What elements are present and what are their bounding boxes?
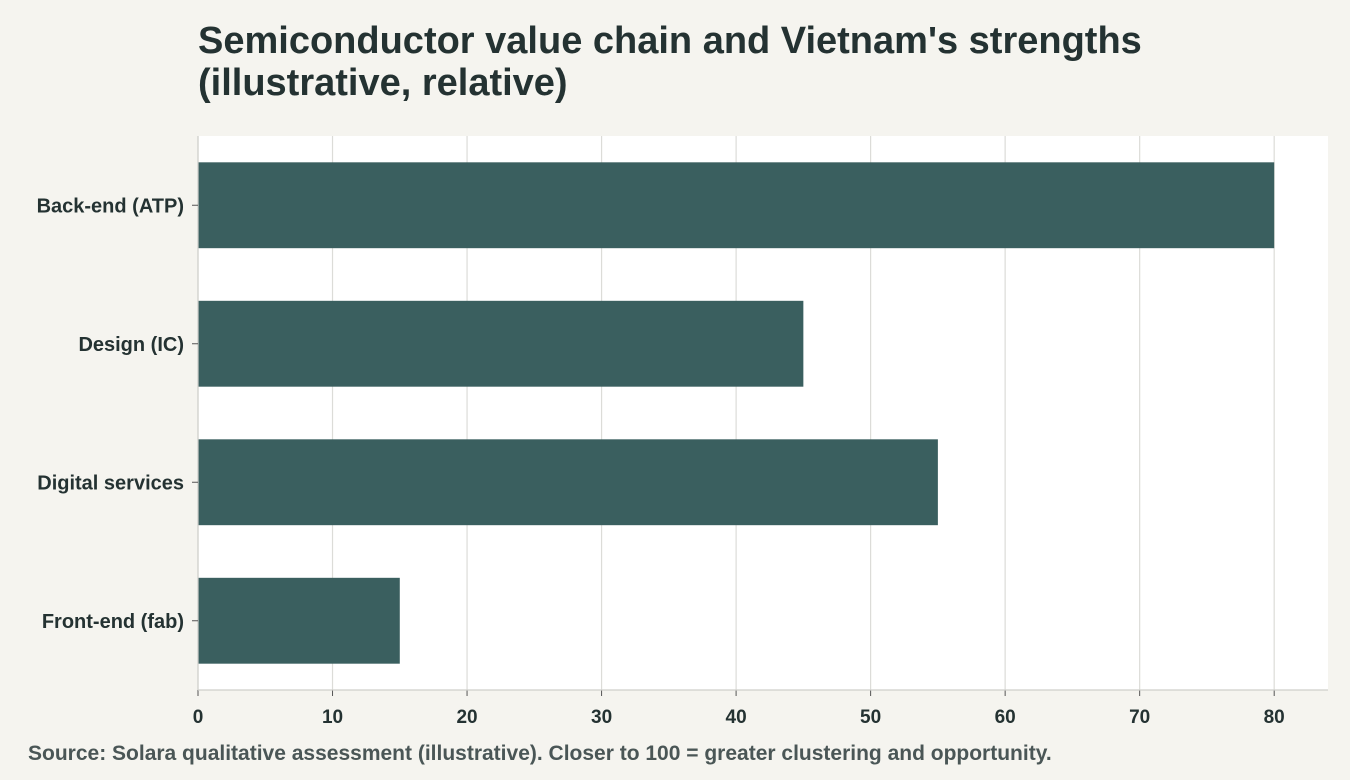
- x-tick-label: 10: [322, 707, 343, 728]
- x-tick-label: 80: [1264, 707, 1285, 728]
- bar: [198, 439, 938, 526]
- source-note: Source: Solara qualitative assessment (i…: [28, 742, 1052, 765]
- axes: [192, 136, 1328, 696]
- chart-title-line-1: Semiconductor value chain and Vietnam's …: [198, 20, 1142, 62]
- x-tick-label: 20: [456, 707, 477, 728]
- x-tick-label: 70: [1129, 707, 1150, 728]
- bars: [198, 162, 1275, 664]
- bar: [198, 577, 400, 664]
- x-tick-label: 60: [995, 707, 1016, 728]
- x-tick-label: 30: [591, 707, 612, 728]
- bar: [198, 300, 804, 387]
- x-tick-label: 50: [860, 707, 881, 728]
- y-category-label: Digital services: [37, 472, 184, 494]
- chart-title: Semiconductor value chain and Vietnam's …: [198, 20, 1298, 104]
- y-axis-labels: Back-end (ATP) Design (IC) Digital service…: [37, 195, 184, 633]
- x-tick-label: 40: [726, 707, 747, 728]
- y-category-label: Design (IC): [78, 334, 184, 356]
- x-axis-labels: 0 10 20 30 40 50 60 70 80: [193, 707, 1285, 728]
- y-category-label: Front-end (fab): [42, 611, 184, 633]
- bar: [198, 162, 1275, 249]
- chart-title-line-2: (illustrative, relative): [198, 62, 568, 104]
- x-tick-label: 0: [193, 707, 204, 728]
- y-category-label: Back-end (ATP): [37, 195, 184, 217]
